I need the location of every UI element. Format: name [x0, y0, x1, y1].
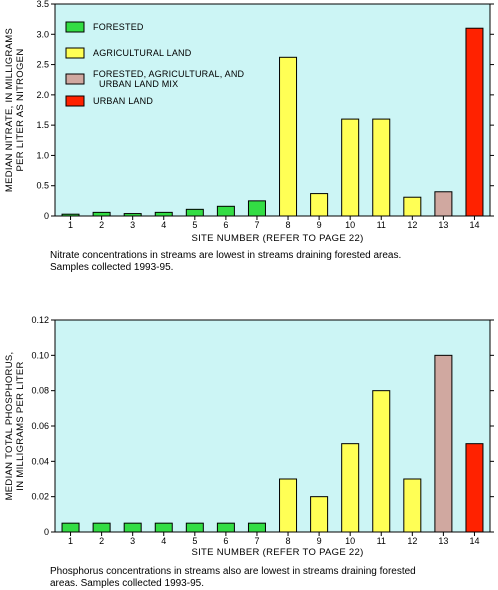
- legend-label-urban: URBAN LAND: [93, 96, 153, 106]
- x-tick-label: 4: [161, 220, 166, 230]
- bar-site-4: [154, 211, 173, 217]
- y-axis-label-line: MEDIAN NITRATE, IN MILLIGRAMS: [4, 28, 15, 192]
- y-tick-label: 0: [44, 527, 49, 537]
- y-tick-label: 0.08: [31, 386, 49, 396]
- nitrate-caption: Nitrate concentrations in streams are lo…: [50, 250, 402, 273]
- bar-site-13: [434, 191, 453, 217]
- bar-site-5: [185, 208, 204, 217]
- legend-label-forested: FORESTED: [93, 22, 144, 32]
- x-tick-label: 2: [99, 220, 104, 230]
- bar-site-9: [310, 193, 329, 217]
- x-tick-label: 8: [286, 536, 291, 546]
- x-axis-label: SITE NUMBER (REFER TO PAGE 22): [191, 547, 363, 558]
- x-tick-label: 6: [223, 220, 228, 230]
- phosphorus-caption: Phosphorus concentrations in streams als…: [50, 566, 416, 589]
- bar-site-11: [372, 390, 391, 533]
- x-tick-label: 3: [130, 536, 135, 546]
- y-tick-label: 0.10: [31, 350, 49, 360]
- bar-site-13: [434, 354, 453, 533]
- bar-site-1: [61, 213, 80, 217]
- x-tick-label: 13: [438, 220, 448, 230]
- x-axis-label: SITE NUMBER (REFER TO PAGE 22): [191, 233, 363, 244]
- bar-site-10: [341, 443, 360, 533]
- plot-area: [54, 3, 491, 217]
- x-tick-label: 12: [407, 536, 417, 546]
- bar-site-9: [310, 496, 329, 533]
- y-axis-label-line: IN MILLIGRAMS PER LITER: [15, 361, 26, 490]
- x-tick-label: 7: [254, 536, 259, 546]
- bar-site-12: [403, 196, 422, 217]
- y-axis-label-line: MEDIAN TOTAL PHOSPHORUS,: [4, 352, 15, 501]
- bar-site-6: [216, 522, 235, 533]
- y-tick-label: 0.06: [31, 421, 49, 431]
- legend-swatch-agricultural: [65, 47, 85, 59]
- bar-site-8: [279, 478, 298, 533]
- y-tick-label: 3.0: [36, 29, 49, 39]
- bar-site-14: [465, 27, 484, 217]
- bar-site-3: [123, 522, 142, 533]
- bar-site-11: [372, 118, 391, 217]
- y-tick-label: 0.12: [31, 315, 49, 325]
- y-tick-label: 1.0: [36, 150, 49, 160]
- x-tick-label: 11: [377, 220, 386, 230]
- x-tick-label: 2: [99, 536, 104, 546]
- bar-site-12: [403, 478, 422, 533]
- x-tick-label: 3: [130, 220, 135, 230]
- x-tick-label: 11: [377, 536, 386, 546]
- x-tick-label: 9: [317, 536, 322, 546]
- bar-site-2: [92, 522, 111, 533]
- bar-site-7: [247, 522, 266, 533]
- bar-site-4: [154, 522, 173, 533]
- bar-site-14: [465, 443, 484, 533]
- bar-site-5: [185, 522, 204, 533]
- bar-site-7: [247, 200, 266, 217]
- y-tick-label: 0.04: [31, 456, 49, 466]
- x-tick-label: 5: [192, 220, 197, 230]
- y-tick-label: 0.5: [36, 181, 49, 191]
- legend-label-agricultural: AGRICULTURAL LAND: [93, 48, 192, 58]
- bar-site-8: [279, 56, 298, 217]
- x-tick-label: 4: [161, 536, 166, 546]
- x-tick-label: 14: [469, 536, 479, 546]
- y-tick-label: 2.5: [36, 60, 49, 70]
- x-tick-label: 8: [286, 220, 291, 230]
- legend-swatch-mix: [65, 73, 85, 85]
- x-tick-label: 10: [345, 536, 355, 546]
- x-tick-label: 7: [254, 220, 259, 230]
- x-tick-label: 13: [438, 536, 448, 546]
- y-tick-label: 2.0: [36, 90, 49, 100]
- x-tick-label: 6: [223, 536, 228, 546]
- nitrate-chart: 00.51.01.52.02.53.03.51 2 3 4 5 6 7 8 9 10 11 12 13 1…: [4, 0, 494, 244]
- plot-area: [54, 319, 491, 533]
- legend-swatch-forested: [65, 21, 85, 33]
- x-tick-label: 1: [68, 220, 73, 230]
- x-tick-label: 5: [192, 536, 197, 546]
- x-tick-label: 14: [469, 220, 479, 230]
- bar-site-1: [61, 522, 80, 533]
- y-tick-label: 1.5: [36, 120, 49, 130]
- x-tick-label: 1: [68, 536, 73, 546]
- x-tick-label: 10: [345, 220, 355, 230]
- bar-site-6: [216, 205, 235, 217]
- bar-site-10: [341, 118, 360, 217]
- legend-label-mix: FORESTED, AGRICULTURAL, AND: [93, 69, 245, 79]
- legend-label-mix: URBAN LAND MIX: [99, 79, 178, 89]
- legend-swatch-urban: [65, 95, 85, 107]
- y-tick-label: 0.02: [31, 492, 49, 502]
- x-tick-label: 9: [317, 220, 322, 230]
- bar-site-2: [92, 211, 111, 217]
- bar-site-3: [123, 213, 142, 217]
- y-tick-label: 3.5: [36, 0, 49, 9]
- x-tick-label: 12: [407, 220, 417, 230]
- y-tick-label: 0: [44, 211, 49, 221]
- phosphorus-chart: 00.020.040.060.080.100.121 2 3 4 5 6 7 8 9 10 11 12…: [4, 315, 494, 558]
- y-axis-label-line: PER LITER AS NITROGEN: [15, 49, 26, 172]
